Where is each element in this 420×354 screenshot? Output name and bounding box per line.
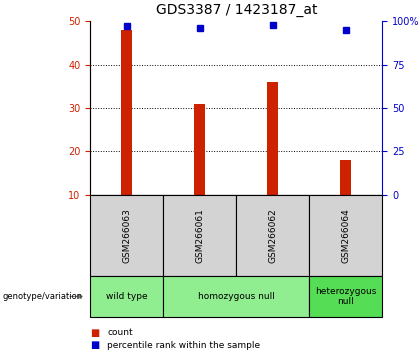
Text: ■: ■ bbox=[90, 328, 100, 338]
Text: heterozygous
null: heterozygous null bbox=[315, 287, 376, 306]
Bar bbox=[121, 30, 132, 195]
Text: percentile rank within the sample: percentile rank within the sample bbox=[107, 341, 260, 350]
Text: GSM266061: GSM266061 bbox=[195, 208, 204, 263]
Text: GSM266064: GSM266064 bbox=[341, 208, 350, 263]
Text: GSM266063: GSM266063 bbox=[122, 208, 131, 263]
Text: GSM266062: GSM266062 bbox=[268, 208, 277, 263]
Title: GDS3387 / 1423187_at: GDS3387 / 1423187_at bbox=[155, 4, 317, 17]
Text: ■: ■ bbox=[90, 340, 100, 350]
Text: homozygous null: homozygous null bbox=[198, 292, 275, 301]
Text: wild type: wild type bbox=[106, 292, 147, 301]
Bar bbox=[267, 82, 278, 195]
Text: count: count bbox=[107, 328, 133, 337]
Bar bbox=[194, 104, 205, 195]
Text: genotype/variation: genotype/variation bbox=[2, 292, 82, 301]
Bar bbox=[340, 160, 351, 195]
